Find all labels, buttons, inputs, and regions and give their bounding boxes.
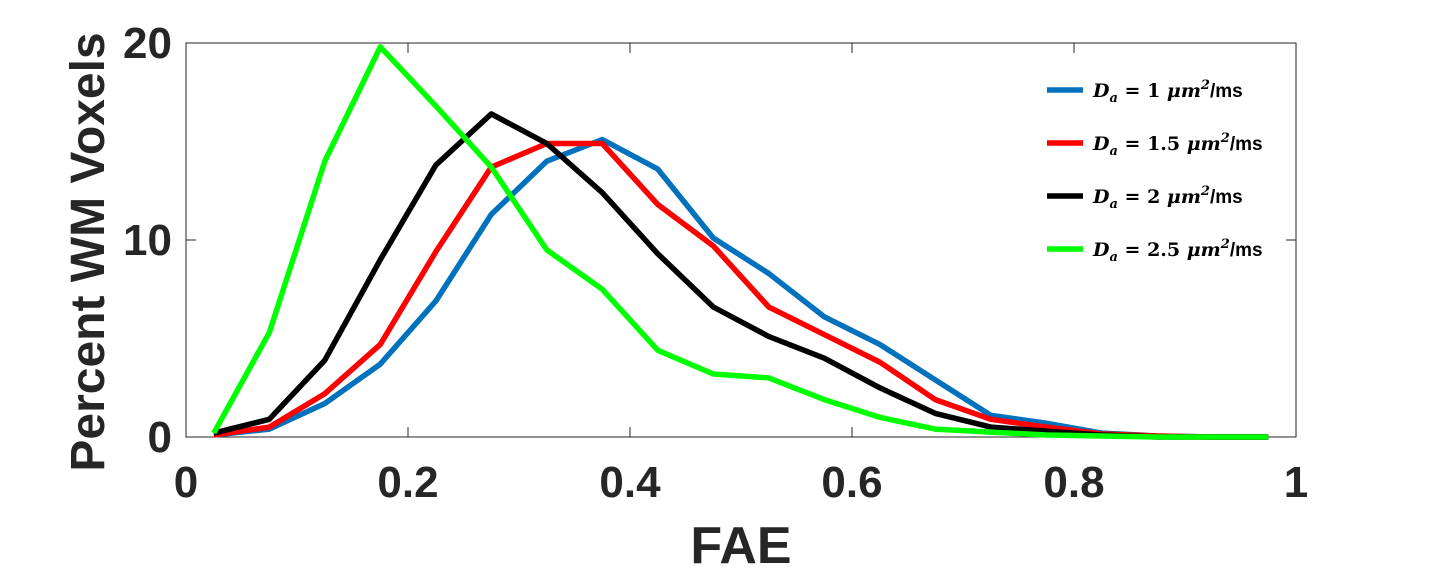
series-line-2 xyxy=(213,140,1269,440)
legend-label: Da = 1.5 μm2/ms xyxy=(1092,131,1263,159)
series-line-1 xyxy=(213,136,1269,440)
legend-label: Da = 2.5 μm2/ms xyxy=(1092,237,1263,265)
y-tick-label: 20 xyxy=(123,19,172,68)
legend-entry-1: Da = 1 μm2/ms xyxy=(1047,78,1243,106)
series-line-4 xyxy=(211,44,1269,440)
legend-label: Da = 1 μm2/ms xyxy=(1092,78,1243,106)
x-tick-label: 1 xyxy=(1284,458,1308,507)
legend-entry-2: Da = 1.5 μm2/ms xyxy=(1047,131,1263,159)
x-tick-label: 0.6 xyxy=(821,458,882,507)
x-tick-label: 0.4 xyxy=(599,458,661,507)
x-tick-label: 0.2 xyxy=(377,458,438,507)
y-tick-label: 10 xyxy=(123,216,172,265)
x-tick-label: 0.8 xyxy=(1043,458,1104,507)
legend-entry-4: Da = 2.5 μm2/ms xyxy=(1047,237,1263,265)
x-tick-label: 0 xyxy=(174,458,198,507)
legend-label: Da = 2 μm2/ms xyxy=(1092,184,1243,212)
y-axis-label: Percent WM Voxels xyxy=(62,32,115,471)
y-tick-label: 0 xyxy=(148,413,172,462)
legend-entry-3: Da = 2 μm2/ms xyxy=(1047,184,1243,212)
x-axis-label: FAE xyxy=(690,517,791,575)
